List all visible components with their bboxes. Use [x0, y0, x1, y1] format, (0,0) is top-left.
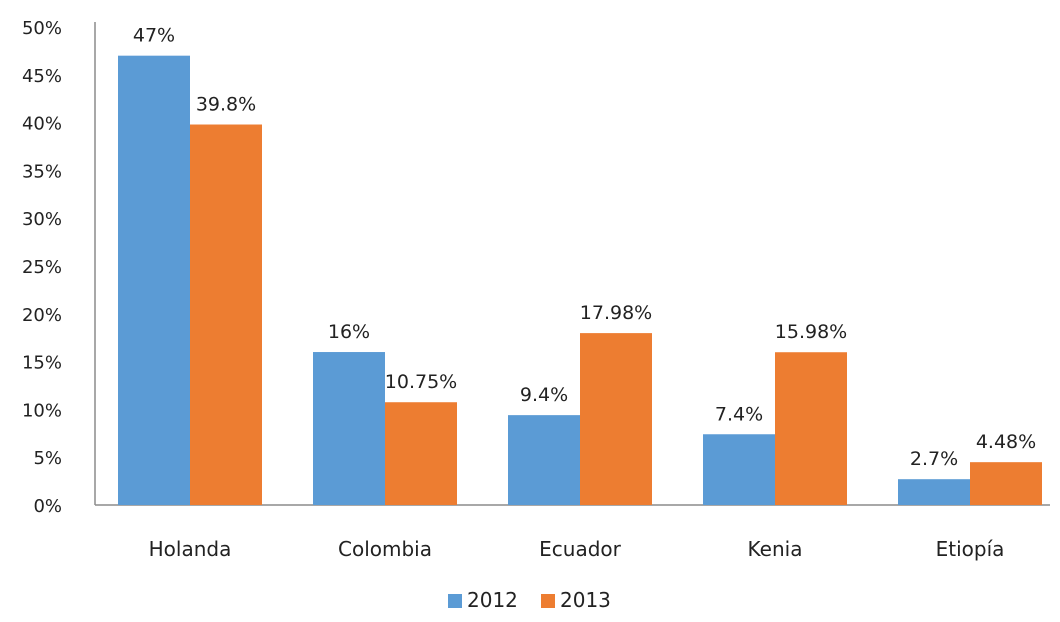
data-label: 2.7%	[910, 448, 958, 470]
bar-2012-holanda	[118, 55, 190, 506]
bar-2012-etiopía	[898, 479, 970, 505]
bar-2012-ecuador	[508, 415, 580, 505]
y-tick-label: 45%	[22, 66, 62, 87]
y-tick-label: 40%	[22, 114, 62, 135]
bar-2013-holanda	[190, 124, 262, 506]
data-label: 47%	[133, 25, 175, 47]
y-tick-label: 0%	[33, 496, 62, 517]
bar-2013-etiopía	[970, 462, 1042, 505]
x-category-label: Kenia	[748, 537, 803, 561]
x-category-label: Etiopía	[936, 537, 1005, 561]
bar-2013-ecuador	[580, 333, 652, 505]
data-label: 17.98%	[580, 302, 652, 324]
data-label: 16%	[328, 321, 370, 343]
legend-swatch-2013	[541, 594, 555, 608]
y-tick-label: 35%	[22, 161, 62, 182]
y-tick-label: 15%	[22, 353, 62, 374]
x-category-label: Colombia	[338, 537, 432, 561]
x-category-label: Holanda	[149, 537, 232, 561]
y-tick-label: 5%	[33, 448, 62, 469]
y-tick-label: 50%	[22, 18, 62, 39]
legend-label: 2012	[467, 588, 518, 612]
x-category-label: Ecuador	[539, 537, 621, 561]
data-label: 9.4%	[520, 384, 568, 406]
data-label: 7.4%	[715, 403, 763, 425]
y-tick-label: 25%	[22, 257, 62, 278]
y-tick-label: 20%	[22, 305, 62, 326]
bar-2012-kenia	[703, 434, 775, 505]
y-tick-label: 10%	[22, 400, 62, 421]
bar-2013-kenia	[775, 352, 847, 505]
y-tick-label: 30%	[22, 209, 62, 230]
data-label: 10.75%	[385, 371, 457, 393]
data-label: 15.98%	[775, 321, 847, 343]
legend-label: 2013	[560, 588, 611, 612]
data-label: 39.8%	[196, 94, 256, 116]
bar-2013-colombia	[385, 402, 457, 505]
data-label: 4.48%	[976, 431, 1036, 453]
legend-swatch-2012	[448, 594, 462, 608]
bar-2012-colombia	[313, 352, 385, 505]
